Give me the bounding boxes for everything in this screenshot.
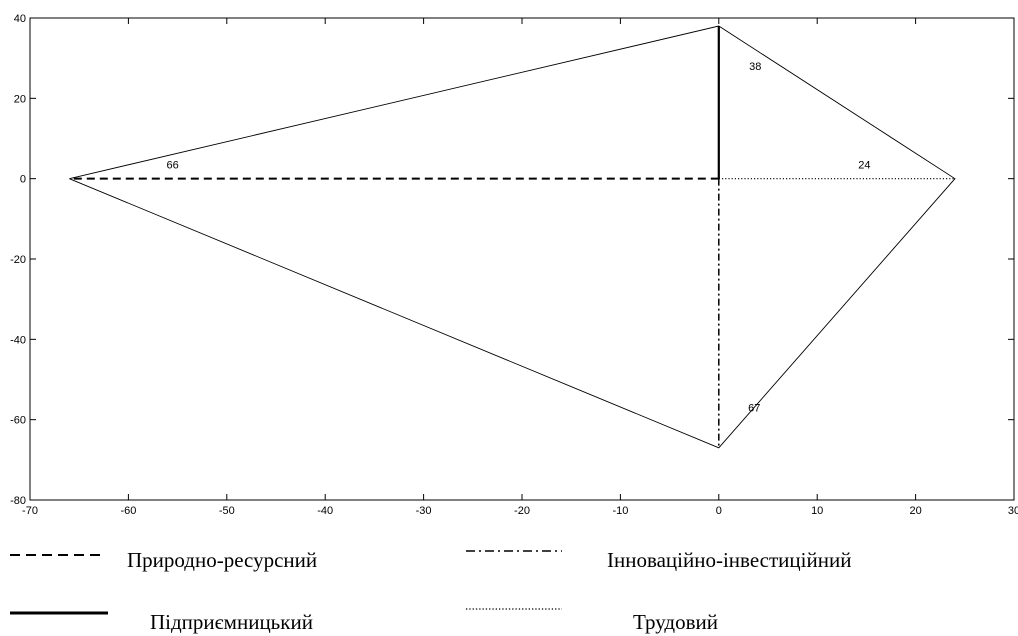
x-tick-label: -40 xyxy=(317,505,333,517)
value-annotations: 66 38 24 67 xyxy=(167,61,871,414)
dotted-line-swatch xyxy=(466,608,562,610)
value-label: 67 xyxy=(748,403,760,415)
x-tick-label: -20 xyxy=(514,505,530,517)
legend-label-natural-resource: Природно-ресурсний xyxy=(127,548,318,572)
x-tick-label: -50 xyxy=(219,505,235,517)
x-tick-label: -70 xyxy=(22,505,38,517)
legend: Природно-ресурсний Інноваційно-інвестиці… xyxy=(0,540,1018,636)
legend-label-innovation-investment: Інноваційно-інвестиційний xyxy=(607,548,852,572)
y-tick-label: -20 xyxy=(10,254,26,266)
y-tick-label: 40 xyxy=(14,13,26,25)
legend-label-entrepreneurial: Підприємницький xyxy=(150,610,313,634)
x-tick-label: 30 xyxy=(1008,505,1018,517)
solid-line-swatch xyxy=(10,611,108,615)
y-tick-label: -80 xyxy=(10,495,26,507)
value-label: 66 xyxy=(167,160,179,172)
x-tick-label: 20 xyxy=(909,505,921,517)
legend-label-labor: Трудовий xyxy=(633,610,719,634)
dashed-line-swatch xyxy=(10,554,106,556)
x-tick-label: 0 xyxy=(716,505,722,517)
plot-area-frame xyxy=(29,17,1015,501)
x-tick-labels: -70 -60 -50 -40 -30 -20 -10 0 10 20 30 xyxy=(22,505,1018,517)
value-label: 24 xyxy=(858,160,870,172)
y-tick-labels: -80 -60 -40 -20 0 20 40 xyxy=(10,13,26,507)
dashdot-line-swatch xyxy=(466,550,562,552)
y-tick-label: 20 xyxy=(14,93,26,105)
x-tick-label: -60 xyxy=(120,505,136,517)
series-spokes xyxy=(69,26,955,448)
y-tick-label: -40 xyxy=(10,334,26,346)
x-tick-label: -30 xyxy=(416,505,432,517)
x-tick-label: -10 xyxy=(612,505,628,517)
chart-canvas: -70 -60 -50 -40 -30 -20 -10 0 10 20 30 -80 -60 -40 -2… xyxy=(10,13,1018,517)
axis-ticks xyxy=(29,17,1015,501)
y-tick-label: 0 xyxy=(20,174,26,186)
y-tick-label: -60 xyxy=(10,415,26,427)
x-tick-label: 10 xyxy=(811,505,823,517)
value-label: 38 xyxy=(749,61,761,73)
outline-polygon xyxy=(69,25,956,449)
outline-line xyxy=(69,25,956,449)
